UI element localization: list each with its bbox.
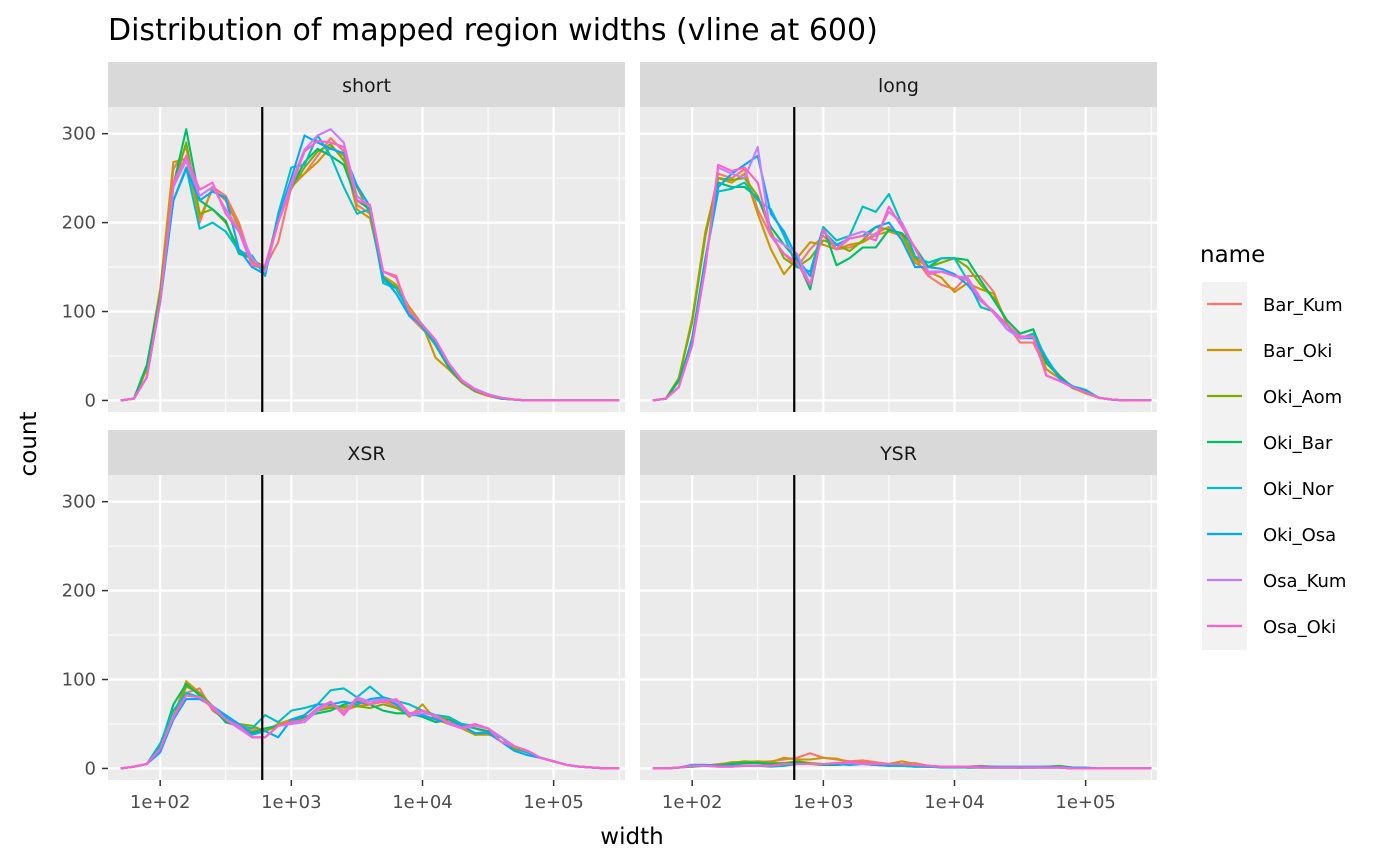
legend-item: Oki_Osa: [1207, 525, 1336, 546]
panel-background: [108, 107, 625, 412]
y-tick-label: 300: [62, 492, 96, 513]
chart-title: Distribution of mapped region widths (vl…: [108, 13, 878, 48]
y-tick-label: 100: [62, 670, 96, 691]
x-tick-label: 1e+04: [392, 792, 453, 813]
strip-label: short: [342, 75, 391, 97]
x-tick-label: 1e+02: [130, 792, 191, 813]
x-tick-label: 1e+04: [924, 792, 985, 813]
panel-background: [640, 475, 1157, 780]
x-axis-title: width: [600, 824, 663, 850]
y-tick-label: 300: [62, 124, 96, 145]
strip-background: [108, 430, 625, 475]
strip-label: long: [878, 75, 919, 97]
legend-label: Oki_Aom: [1263, 387, 1342, 408]
legend-item: Osa_Oki: [1207, 617, 1336, 638]
panel-long: long: [640, 62, 1157, 412]
strip-label: YSR: [879, 443, 917, 465]
y-tick-label: 100: [62, 302, 96, 323]
y-tick-label: 0: [85, 758, 96, 779]
panel-short: short 0 100 200 300: [62, 62, 625, 412]
legend-label: Osa_Kum: [1263, 571, 1346, 592]
x-tick-label: 1e+05: [523, 792, 584, 813]
legend-item: Oki_Nor: [1207, 479, 1334, 500]
legend-item: Bar_Oki: [1207, 341, 1332, 362]
legend-background: [1202, 282, 1247, 650]
y-tick-label: 200: [62, 581, 96, 602]
x-tick-label: 1e+05: [1055, 792, 1116, 813]
series-line-osa-oki: [120, 139, 620, 402]
legend: name Bar_Kum Bar_Oki Oki_Aom Oki_Bar Oki_Nor…: [1200, 242, 1346, 650]
legend-label: Oki_Bar: [1263, 433, 1333, 454]
strip-background: [640, 430, 1157, 475]
legend-title: name: [1200, 242, 1265, 268]
series-line-osa-oki: [652, 761, 1152, 770]
panel-background: [640, 107, 1157, 412]
panel-ysr: YSR 1e+02 1e+03 1e+04 1e+05: [640, 430, 1157, 813]
legend-label: Bar_Kum: [1263, 295, 1343, 316]
y-tick-label: 200: [62, 213, 96, 234]
x-tick-label: 1e+03: [261, 792, 322, 813]
panel-xsr: XSR 0 100 200 300 1e+02 1e+03 1e+04 1e+05: [62, 430, 625, 813]
y-tick-label: 0: [85, 390, 96, 411]
legend-label: Osa_Oki: [1263, 617, 1336, 638]
x-tick-label: 1e+03: [793, 792, 854, 813]
y-axis-title: count: [16, 412, 42, 477]
legend-item: Oki_Aom: [1207, 387, 1342, 408]
series-line-osa-oki: [120, 694, 620, 770]
series-line-osa-oki: [652, 163, 1152, 402]
legend-label: Oki_Osa: [1263, 525, 1336, 546]
strip-background: [640, 62, 1157, 107]
panel-background: [108, 475, 625, 780]
strip-label: XSR: [347, 443, 385, 465]
legend-item: Oki_Bar: [1207, 433, 1333, 454]
legend-item: Osa_Kum: [1207, 571, 1346, 592]
legend-label: Bar_Oki: [1263, 341, 1332, 362]
facet-panels: short 0 100 200 300 long XSR 0 100 200 300 1e+02 1e+…: [62, 62, 1157, 813]
strip-background: [108, 62, 625, 107]
legend-item: Bar_Kum: [1207, 295, 1343, 316]
x-tick-label: 1e+02: [662, 792, 723, 813]
legend-label: Oki_Nor: [1263, 479, 1334, 500]
